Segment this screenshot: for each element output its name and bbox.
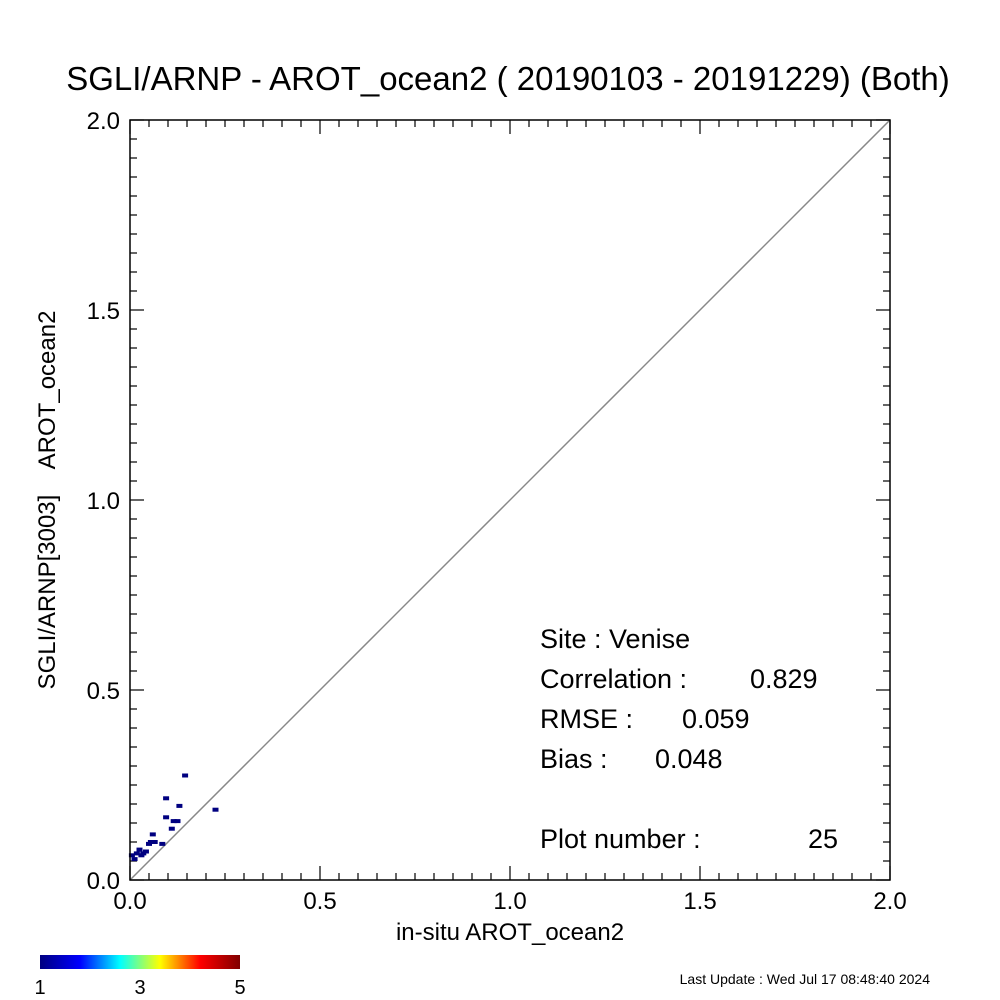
scatter-point	[176, 803, 183, 808]
stat-rmse-label: RMSE :	[540, 704, 633, 734]
scatter-point	[149, 832, 156, 837]
y-tick-label: 2.0	[87, 108, 120, 135]
scatter-points	[128, 773, 219, 862]
scatter-point	[168, 826, 175, 831]
scatter-point	[128, 853, 135, 858]
y-tick-label: 1.5	[87, 298, 120, 325]
y-tick-label: 1.0	[87, 488, 120, 515]
scatter-point	[212, 807, 219, 812]
one-to-one-line	[129, 119, 891, 881]
scatter-point	[163, 815, 170, 820]
stat-correlation-value: 0.829	[750, 664, 818, 694]
x-tick-label: 1.5	[683, 888, 716, 915]
scatter-point	[170, 819, 177, 824]
stat-bias-label: Bias :	[540, 744, 608, 774]
axis-ticks	[129, 119, 891, 881]
y-axis-label: SGLI/ARNP[3003] AROT_ocean2	[34, 311, 61, 690]
scatter-point	[174, 819, 181, 824]
scatter-point	[142, 849, 149, 854]
scatter-point	[151, 840, 158, 844]
scatter-point	[133, 851, 140, 856]
stat-plot-number-label: Plot number :	[540, 824, 701, 854]
scatter-point	[163, 796, 170, 801]
scatter-point	[136, 847, 143, 852]
scatter-point	[147, 840, 154, 844]
scatter-point	[182, 773, 189, 778]
stat-correlation-label: Correlation :	[540, 664, 687, 694]
y-tick-label: 0.5	[87, 678, 120, 705]
scatter-point	[131, 857, 138, 862]
chart-title: SGLI/ARNP - AROT_ocean2 ( 20190103 - 201…	[66, 60, 950, 97]
stat-site: Site : Venise	[540, 624, 690, 654]
x-tick-label: 2.0	[873, 888, 906, 915]
stat-plot-number-value: 25	[808, 824, 838, 854]
stat-rmse-value: 0.059	[682, 704, 750, 734]
x-tick-label: 0.5	[303, 888, 336, 915]
colorbar-max-label: 5	[234, 977, 245, 999]
axis-tick-labels: 0.0 0.5 1.0 1.5 2.0 0.0 0.5 1.0 1.5 2.0	[87, 108, 907, 915]
stats-box: Site : Venise Correlation : 0.829 RMSE :…	[540, 624, 838, 854]
scatter-point	[159, 841, 166, 846]
stat-bias-value: 0.048	[655, 744, 723, 774]
colorbar-min-label: 1	[34, 977, 45, 999]
last-update-text: Last Update : Wed Jul 17 08:48:40 2024	[680, 971, 931, 987]
x-axis-label: in-situ AROT_ocean2	[396, 919, 624, 946]
x-tick-label: 1.0	[493, 888, 526, 915]
colorbar-mid-label: 3	[134, 977, 145, 999]
x-tick-label: 0.0	[113, 888, 146, 915]
colorbar	[40, 955, 240, 969]
plot-area-frame	[129, 119, 891, 881]
y-tick-label: 0.0	[87, 868, 120, 895]
